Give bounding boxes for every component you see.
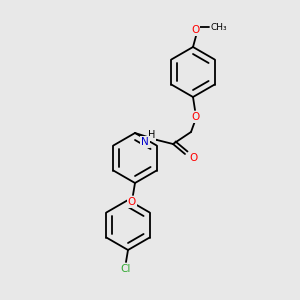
Text: O: O [191,112,199,122]
Text: Cl: Cl [121,264,131,274]
Text: O: O [189,153,197,163]
Text: CH₃: CH₃ [211,22,227,32]
Text: H: H [148,130,156,140]
Text: O: O [191,25,199,35]
Text: O: O [128,197,136,207]
Text: N: N [141,137,149,147]
